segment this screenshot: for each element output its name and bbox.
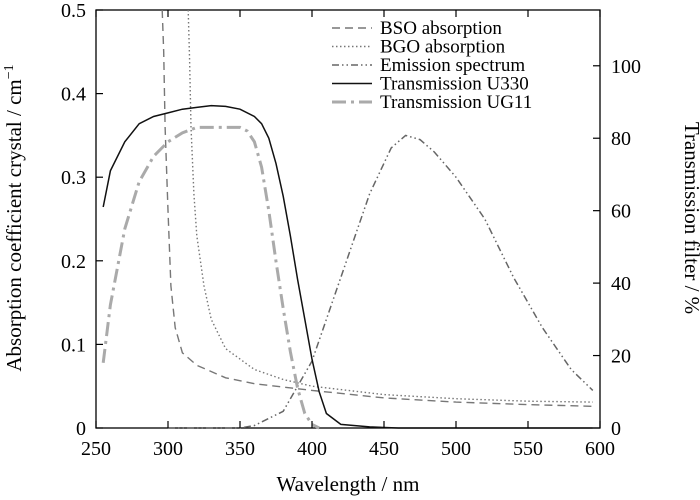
y-right-tick-label: 20 [611, 346, 631, 368]
y-left-tick-label: 0.5 [61, 0, 86, 22]
x-tick-label: 450 [369, 438, 399, 460]
x-tick-label: 250 [81, 438, 111, 460]
y-left-tick-label: 0.2 [61, 251, 86, 273]
y-left-tick-label: 0.4 [61, 84, 86, 106]
legend-label: Transmission UG11 [380, 92, 532, 113]
legend-label: Emission spectrum [380, 55, 525, 76]
y-right-tick-label: 100 [611, 56, 641, 78]
y-right-tick-label: 0 [611, 418, 621, 440]
series-group [101, 9, 594, 430]
x-tick-label: 550 [513, 438, 543, 460]
y-left-tick-label: 0 [76, 418, 86, 440]
series-line-4 [102, 104, 593, 429]
left-y-axis-title-superscript: −1 [2, 64, 17, 79]
y-right-tick-label: 60 [611, 201, 631, 223]
series-line-5 [101, 125, 320, 430]
plot-frame [95, 9, 601, 429]
left-y-axis-title: Absorption coefficient crystal / cm−1 [2, 64, 26, 371]
legend-label: Transmission U330 [380, 74, 529, 95]
x-tick-label: 350 [225, 438, 255, 460]
ticks-group: 250 300 350 400 450 500 550 60000.10.20.30.40.5… [61, 0, 641, 460]
left-y-axis-title-main: Absorption coefficient crystal / cm [2, 79, 26, 371]
y-left-tick-label: 0.3 [61, 167, 86, 189]
series-line-3 [168, 134, 594, 429]
legend-label: BSO absorption [380, 18, 502, 39]
y-left-tick-label: 0.1 [61, 334, 86, 356]
x-tick-label: 400 [297, 438, 327, 460]
right-y-axis-title: Transmission filter / % [680, 122, 700, 314]
series-line-1 [161, 9, 593, 407]
legend-label: BGO absorption [380, 37, 506, 58]
y-right-tick-label: 40 [611, 273, 631, 295]
x-axis-title: Wavelength / nm [277, 472, 420, 496]
x-tick-label: 300 [153, 438, 183, 460]
x-tick-label: 500 [441, 438, 471, 460]
x-tick-label: 600 [585, 438, 615, 460]
y-right-tick-label: 80 [611, 128, 631, 150]
